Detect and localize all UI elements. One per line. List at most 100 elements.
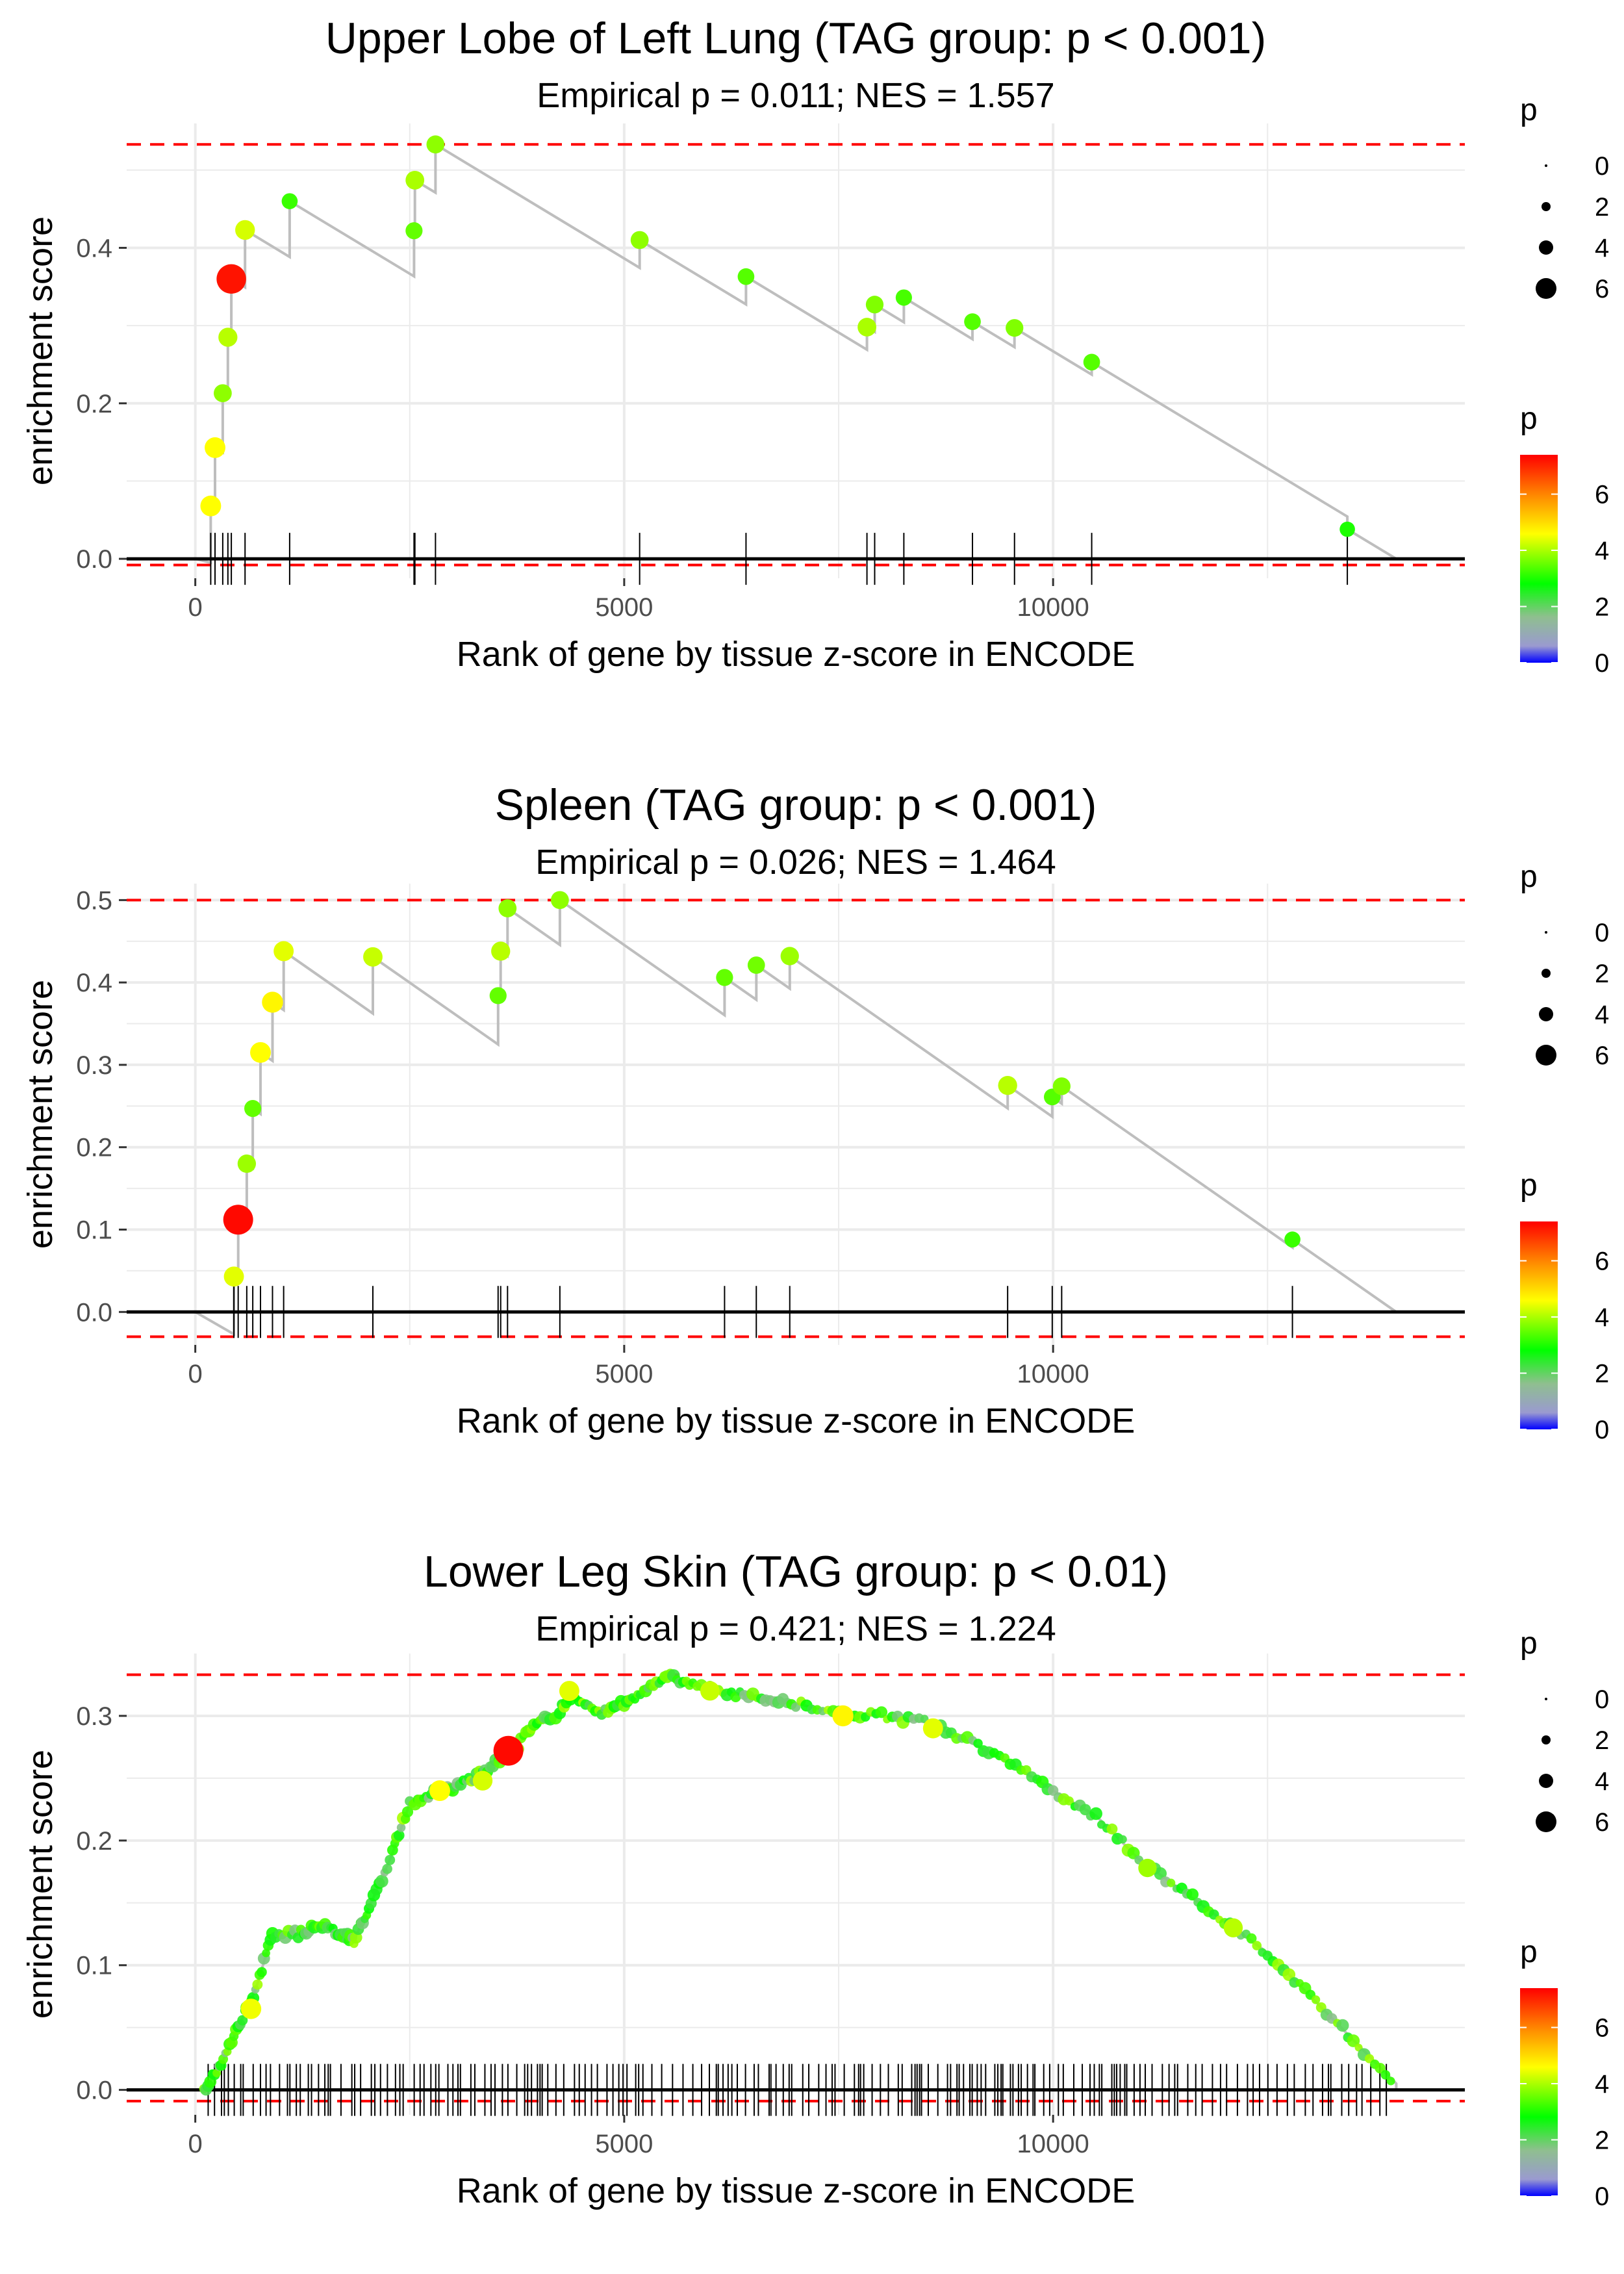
hit-point [250,1041,271,1063]
hit-point [895,289,912,306]
hit-point [1339,521,1355,537]
color-legend-label: 4 [1595,537,1609,565]
chart-subtitle: Empirical p = 0.011; NES = 1.557 [537,76,1054,115]
size-legend: p 0 2 4 6 [1520,93,1609,303]
color-legend-title: p [1520,1168,1538,1203]
chart-subtitle: Empirical p = 0.421; NES = 1.224 [535,1609,1056,1648]
x-tick-label: 10000 [1017,1360,1089,1388]
x-tick-label: 0 [188,593,203,622]
hit-point [393,1830,405,1841]
hit-point [737,268,755,285]
hit-point [875,1706,888,1718]
chart-title: Spleen (TAG group: p < 0.001) [495,780,1097,830]
size-legend-label: 2 [1595,1726,1609,1755]
size-legend-key [1539,240,1553,255]
chart-title: Upper Lobe of Left Lung (TAG group: p < … [325,14,1266,63]
color-legend-label: 2 [1595,2127,1609,2155]
color-legend: p 0 2 4 6 [1520,1168,1609,1444]
hit-point [405,222,423,240]
x-axis: 0 5000 10000 [188,578,1089,622]
color-legend: p 0 2 4 6 [1520,1935,1609,2211]
chart-subtitle: Empirical p = 0.026; NES = 1.464 [535,843,1056,882]
hit-point [363,947,383,967]
hit-point [865,296,884,314]
y-tick-label: 0.3 [76,1702,112,1731]
hit-point [1311,1995,1321,2004]
hit-point [244,1100,262,1118]
x-axis-title: Rank of gene by tissue z-score in ENCODE [457,1401,1135,1440]
hit-point [223,1266,244,1287]
hit-point [1347,2034,1360,2047]
hit-point-highlight [240,1999,262,2019]
size-legend-label: 4 [1595,1001,1609,1029]
hit-points [223,891,1300,1287]
chart-panel-2: Spleen (TAG group: p < 0.001) Empirical p… [21,780,1609,1444]
hit-point [262,1948,270,1958]
hit-point [780,947,799,965]
hit-point-highlight [493,1735,524,1766]
color-legend-label: 2 [1595,593,1609,622]
size-legend-key [1542,969,1551,978]
x-tick-label: 10000 [1017,2130,1089,2158]
chart-title: Lower Leg Skin (TAG group: p < 0.01) [424,1547,1168,1596]
x-tick-label: 5000 [595,1360,653,1388]
hit-point [747,956,765,974]
hit-point [262,991,283,1013]
size-legend-key [1536,1811,1556,1832]
hit-point [498,899,517,917]
y-tick-label: 0.4 [76,969,112,997]
color-legend-bar [1520,1221,1558,1429]
y-axis-title: enrichment score [21,1750,60,2019]
hit-point [1106,1823,1118,1835]
hit-point [1186,1888,1199,1901]
size-legend-key [1545,1698,1547,1700]
hit-point [973,1739,983,1748]
size-legend-label: 6 [1595,275,1609,303]
hit-point [1167,1878,1176,1887]
x-tick-label: 0 [188,1360,203,1388]
size-legend-title: p [1520,860,1538,894]
y-tick-label: 0.2 [76,390,112,418]
size-legend-label: 4 [1595,1767,1609,1796]
size-legend-title: p [1520,1626,1538,1661]
size-legend-key [1539,1007,1553,1021]
size-legend-key [1542,1735,1551,1744]
y-tick-label: 0.3 [76,1051,112,1080]
hit-point [235,220,255,240]
hit-point [1375,2063,1386,2074]
hit-point [281,193,298,209]
hit-point [791,1702,801,1712]
hit-point [1252,1941,1262,1950]
hit-point [237,1154,257,1173]
y-tick-label: 0.5 [76,886,112,915]
hit-point [1386,2076,1395,2086]
hit-point [396,1823,406,1832]
y-tick-label: 0.2 [76,1827,112,1856]
hit-point [375,1874,388,1888]
y-tick-label: 0.2 [76,1134,112,1162]
y-axis: 0.0 0.2 0.4 [76,234,127,574]
hit-point [216,264,246,294]
y-tick-label: 0.1 [76,1216,112,1245]
chart-panel-3: Lower Leg Skin (TAG group: p < 0.01) Empi… [21,1547,1609,2211]
hit-point [964,313,981,330]
size-legend-label: 6 [1595,1808,1609,1837]
hit-point [1284,1231,1300,1248]
size-legend-label: 2 [1595,193,1609,222]
hit-point [385,1854,396,1865]
size-legend-key [1539,1774,1553,1788]
hit-point-highlight [700,1681,720,1701]
hit-point [1089,1807,1102,1820]
color-legend-label: 0 [1595,649,1609,678]
size-legend-label: 6 [1595,1041,1609,1070]
hit-point [1119,1835,1127,1844]
color-legend-label: 0 [1595,2182,1609,2211]
color-legend-label: 0 [1595,1416,1609,1444]
hit-point [1052,1077,1071,1095]
color-legend-label: 4 [1595,2070,1609,2099]
hit-point [857,318,877,337]
hit-point-highlight [472,1770,493,1791]
hit-point [205,437,225,458]
y-tick-label: 0.4 [76,234,112,262]
y-tick-label: 0.1 [76,1952,112,1980]
